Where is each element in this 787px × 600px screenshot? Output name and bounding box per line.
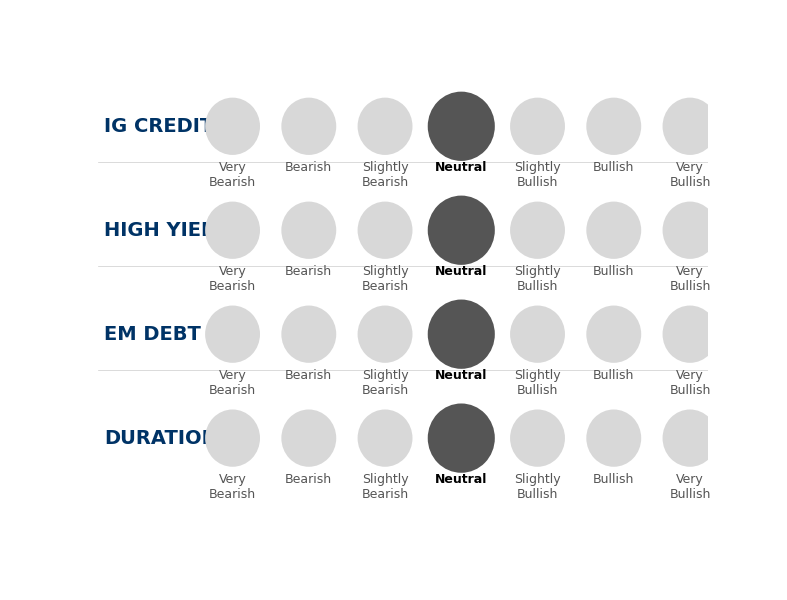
Text: Very
Bearish: Very Bearish	[209, 161, 256, 189]
Text: HIGH YIELD: HIGH YIELD	[105, 221, 230, 240]
Ellipse shape	[357, 409, 412, 467]
Text: Very
Bearish: Very Bearish	[209, 265, 256, 293]
Text: Neutral: Neutral	[435, 161, 487, 174]
Ellipse shape	[282, 305, 336, 363]
Ellipse shape	[282, 98, 336, 155]
Ellipse shape	[663, 409, 718, 467]
Ellipse shape	[357, 202, 412, 259]
Ellipse shape	[205, 98, 260, 155]
Ellipse shape	[428, 92, 495, 161]
Text: Very
Bullish: Very Bullish	[669, 265, 711, 293]
Text: Slightly
Bearish: Slightly Bearish	[361, 369, 408, 397]
Text: Bullish: Bullish	[593, 265, 634, 278]
Text: EM DEBT: EM DEBT	[105, 325, 201, 344]
Text: Slightly
Bearish: Slightly Bearish	[361, 265, 408, 293]
Text: Slightly
Bullish: Slightly Bullish	[514, 161, 561, 189]
Ellipse shape	[510, 409, 565, 467]
Text: Bearish: Bearish	[285, 473, 332, 486]
Text: Very
Bullish: Very Bullish	[669, 369, 711, 397]
Text: Neutral: Neutral	[435, 265, 487, 278]
Text: Slightly
Bullish: Slightly Bullish	[514, 473, 561, 501]
Text: Slightly
Bullish: Slightly Bullish	[514, 369, 561, 397]
Text: Very
Bearish: Very Bearish	[209, 369, 256, 397]
Text: Bearish: Bearish	[285, 369, 332, 382]
Ellipse shape	[663, 202, 718, 259]
Ellipse shape	[357, 305, 412, 363]
Ellipse shape	[510, 305, 565, 363]
Text: Bearish: Bearish	[285, 161, 332, 174]
Text: Slightly
Bearish: Slightly Bearish	[361, 161, 408, 189]
Text: Bullish: Bullish	[593, 369, 634, 382]
Text: Very
Bullish: Very Bullish	[669, 473, 711, 501]
Text: IG CREDIT: IG CREDIT	[105, 117, 214, 136]
Ellipse shape	[205, 409, 260, 467]
Text: Very
Bearish: Very Bearish	[209, 473, 256, 501]
Text: Slightly
Bearish: Slightly Bearish	[361, 473, 408, 501]
Text: Bullish: Bullish	[593, 473, 634, 486]
Ellipse shape	[510, 98, 565, 155]
Ellipse shape	[205, 202, 260, 259]
Ellipse shape	[428, 403, 495, 473]
Text: Bearish: Bearish	[285, 265, 332, 278]
Ellipse shape	[510, 202, 565, 259]
Text: Slightly
Bullish: Slightly Bullish	[514, 265, 561, 293]
Ellipse shape	[205, 305, 260, 363]
Ellipse shape	[586, 305, 641, 363]
Ellipse shape	[586, 409, 641, 467]
Ellipse shape	[282, 202, 336, 259]
Ellipse shape	[357, 98, 412, 155]
Text: Bullish: Bullish	[593, 161, 634, 174]
Text: DURATION: DURATION	[105, 428, 218, 448]
Ellipse shape	[663, 305, 718, 363]
Ellipse shape	[428, 299, 495, 369]
Ellipse shape	[282, 409, 336, 467]
Ellipse shape	[428, 196, 495, 265]
Text: Neutral: Neutral	[435, 369, 487, 382]
Ellipse shape	[586, 98, 641, 155]
Text: Very
Bullish: Very Bullish	[669, 161, 711, 189]
Ellipse shape	[663, 98, 718, 155]
Ellipse shape	[586, 202, 641, 259]
Text: Neutral: Neutral	[435, 473, 487, 486]
